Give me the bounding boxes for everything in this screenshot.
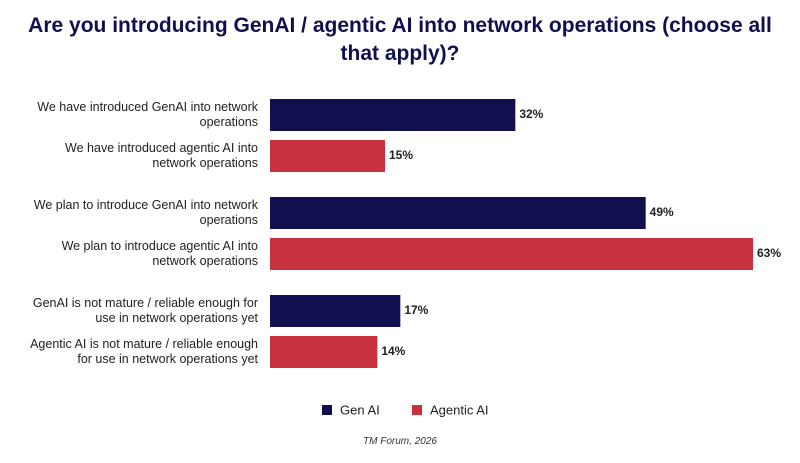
category-label: We plan to introduce GenAI into network … [33,198,258,227]
value-label: 49% [650,205,674,219]
value-label: 15% [389,148,413,162]
bar [270,336,378,368]
category-label: We have introduced GenAI into network op… [37,100,258,129]
legend-swatch [412,405,422,415]
value-label: 17% [404,303,428,317]
category-label: GenAI is not mature / reliable enough fo… [32,296,258,325]
chart-title: Are you introducing GenAI / agentic AI i… [28,14,772,65]
category-label: We have introduced agentic AI into netwo… [65,141,258,170]
bar [270,99,516,131]
bar [270,140,385,172]
category-label: We plan to introduce agentic AI into net… [61,239,258,268]
legend-swatch [322,405,332,415]
legend-label: Agentic AI [430,402,489,417]
category-label: Agentic AI is not mature / reliable enou… [30,337,258,366]
bar [270,295,401,327]
value-label: 63% [757,246,781,260]
value-label: 32% [519,107,543,121]
bar [270,238,753,270]
source: TM Forum, 2026 [363,436,437,447]
bar [270,197,646,229]
value-label: 14% [381,344,405,358]
legend-label: Gen AI [340,402,380,417]
